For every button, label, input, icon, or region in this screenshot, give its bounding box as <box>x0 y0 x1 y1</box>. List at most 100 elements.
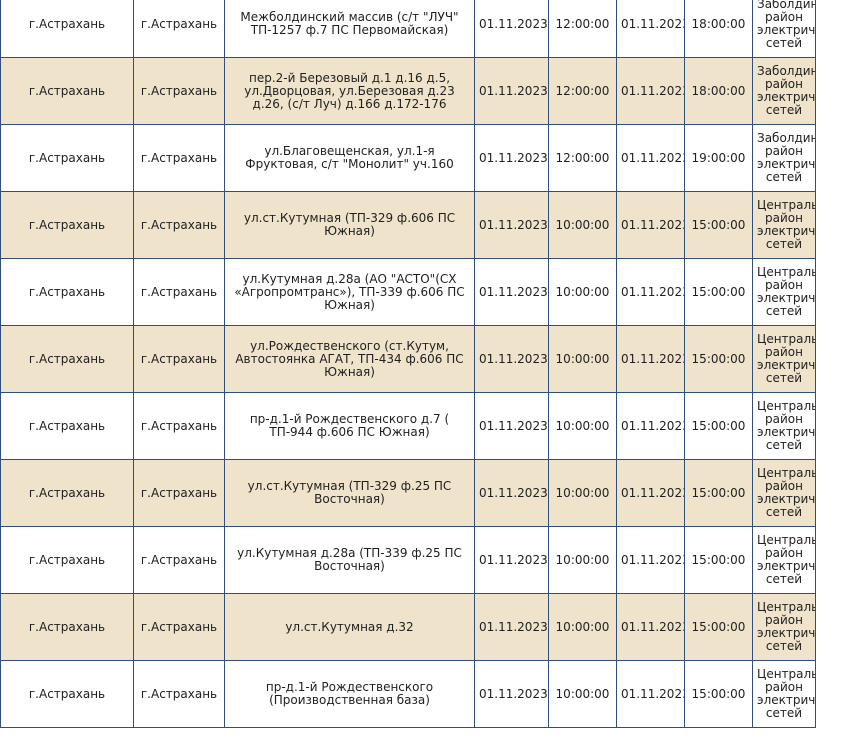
address-cell: ул.Кутумная д.28а (ТП-339 ф.25 ПС Восточ… <box>224 526 475 594</box>
start-time-cell: 10:00:00 <box>548 593 617 661</box>
end-date-cell: 01.11.2023 <box>616 526 685 594</box>
address-cell: пр-д.1-й Рождественского д.7 ( ТП-944 ф.… <box>224 392 475 460</box>
table-row: г.Астрахань г.Астрахань ул.Благовещенская,… <box>0 124 850 192</box>
start-time-cell: 10:00:00 <box>548 191 617 259</box>
end-date-cell: 01.11.2023 <box>616 459 685 527</box>
table-row: г.Астрахань г.Астрахань ул.Кутумная д.28а … <box>0 526 850 594</box>
locality-cell: г.Астрахань <box>133 459 225 527</box>
district-cell: Центральный район электрических сетей <box>752 325 816 393</box>
start-date-cell: 01.11.2023 <box>474 124 549 192</box>
locality-cell: г.Астрахань <box>133 124 225 192</box>
end-time-cell: 18:00:00 <box>684 0 753 58</box>
locality-cell: г.Астрахань <box>133 526 225 594</box>
table-row: г.Астрахань г.Астрахань ул.ст.Кутумная (ТП… <box>0 459 850 527</box>
locality-cell: г.Астрахань <box>133 325 225 393</box>
city-cell: г.Астрахань <box>0 660 134 728</box>
table-row: г.Астрахань г.Астрахань Межболдинский масс… <box>0 0 850 58</box>
start-time-cell: 10:00:00 <box>548 660 617 728</box>
end-time-cell: 15:00:00 <box>684 191 753 259</box>
locality-cell: г.Астрахань <box>133 191 225 259</box>
start-date-cell: 01.11.2023 <box>474 325 549 393</box>
start-date-cell: 01.11.2023 <box>474 593 549 661</box>
locality-cell: г.Астрахань <box>133 660 225 728</box>
end-date-cell: 01.11.2023 <box>616 325 685 393</box>
start-time-cell: 12:00:00 <box>548 124 617 192</box>
end-date-cell: 01.11.2023 <box>616 124 685 192</box>
end-date-cell: 01.11.2023 <box>616 593 685 661</box>
start-date-cell: 01.11.2023 <box>474 526 549 594</box>
start-time-cell: 12:00:00 <box>548 0 617 58</box>
city-cell: г.Астрахань <box>0 57 134 125</box>
address-cell: ул.ст.Кутумная (ТП-329 ф.25 ПС Восточная… <box>224 459 475 527</box>
address-cell: Межболдинский массив (с/т "ЛУЧ" ТП-1257 … <box>224 0 475 58</box>
start-date-cell: 01.11.2023 <box>474 459 549 527</box>
city-cell: г.Астрахань <box>0 593 134 661</box>
end-date-cell: 01.11.2023 <box>616 191 685 259</box>
district-cell: Центральный район электрических сетей <box>752 459 816 527</box>
end-time-cell: 15:00:00 <box>684 459 753 527</box>
district-cell: Заболдинский район электрических сетей <box>752 0 816 58</box>
start-time-cell: 12:00:00 <box>548 57 617 125</box>
district-cell: Заболдинский район электрических сетей <box>752 124 816 192</box>
address-cell: пр-д.1-й Рождественского (Производственн… <box>224 660 475 728</box>
district-cell: Заболдинский район электрических сетей <box>752 57 816 125</box>
start-date-cell: 01.11.2023 <box>474 57 549 125</box>
start-time-cell: 10:00:00 <box>548 459 617 527</box>
start-time-cell: 10:00:00 <box>548 325 617 393</box>
start-date-cell: 01.11.2023 <box>474 0 549 58</box>
district-cell: Центральный район электрических сетей <box>752 526 816 594</box>
table-row: г.Астрахань г.Астрахань ул.Рождественского… <box>0 325 850 393</box>
table-row: г.Астрахань г.Астрахань пр-д.1-й Рождестве… <box>0 660 850 728</box>
city-cell: г.Астрахань <box>0 325 134 393</box>
city-cell: г.Астрахань <box>0 124 134 192</box>
end-date-cell: 01.11.2023 <box>616 258 685 326</box>
start-time-cell: 10:00:00 <box>548 392 617 460</box>
start-time-cell: 10:00:00 <box>548 258 617 326</box>
address-cell: пер.2-й Березовый д.1 д.16 д.5, ул.Дворц… <box>224 57 475 125</box>
end-time-cell: 18:00:00 <box>684 57 753 125</box>
end-date-cell: 01.11.2023 <box>616 660 685 728</box>
end-date-cell: 01.11.2023 <box>616 0 685 58</box>
district-cell: Центральный район электрических сетей <box>752 258 816 326</box>
address-cell: ул.ст.Кутумная д.32 <box>224 593 475 661</box>
address-cell: ул.Рождественского (ст.Кутум, Автостоянк… <box>224 325 475 393</box>
city-cell: г.Астрахань <box>0 526 134 594</box>
district-cell: Центральный район электрических сетей <box>752 660 816 728</box>
start-time-cell: 10:00:00 <box>548 526 617 594</box>
district-cell: Центральный район электрических сетей <box>752 392 816 460</box>
locality-cell: г.Астрахань <box>133 392 225 460</box>
end-time-cell: 15:00:00 <box>684 593 753 661</box>
address-cell: ул.ст.Кутумная (ТП-329 ф.606 ПС Южная) <box>224 191 475 259</box>
city-cell: г.Астрахань <box>0 0 134 58</box>
start-date-cell: 01.11.2023 <box>474 191 549 259</box>
end-time-cell: 15:00:00 <box>684 258 753 326</box>
table-row: г.Астрахань г.Астрахань ул.Кутумная д.28а … <box>0 258 850 326</box>
end-time-cell: 15:00:00 <box>684 392 753 460</box>
locality-cell: г.Астрахань <box>133 0 225 58</box>
end-date-cell: 01.11.2023 <box>616 392 685 460</box>
table-row: г.Астрахань г.Астрахань пр-д.1-й Рождестве… <box>0 392 850 460</box>
start-date-cell: 01.11.2023 <box>474 258 549 326</box>
city-cell: г.Астрахань <box>0 459 134 527</box>
address-cell: ул.Благовещенская, ул.1-я Фруктовая, с/т… <box>224 124 475 192</box>
start-date-cell: 01.11.2023 <box>474 660 549 728</box>
end-date-cell: 01.11.2023 <box>616 57 685 125</box>
end-time-cell: 15:00:00 <box>684 325 753 393</box>
locality-cell: г.Астрахань <box>133 57 225 125</box>
city-cell: г.Астрахань <box>0 258 134 326</box>
district-cell: Центральный район электрических сетей <box>752 593 816 661</box>
district-cell: Центральный район электрических сетей <box>752 191 816 259</box>
table-row: г.Астрахань г.Астрахань ул.ст.Кутумная (ТП… <box>0 191 850 259</box>
table-row: г.Астрахань г.Астрахань ул.ст.Кутумная д.3… <box>0 593 850 661</box>
start-date-cell: 01.11.2023 <box>474 392 549 460</box>
end-time-cell: 15:00:00 <box>684 526 753 594</box>
end-time-cell: 15:00:00 <box>684 660 753 728</box>
locality-cell: г.Астрахань <box>133 258 225 326</box>
table-row: г.Астрахань г.Астрахань пер.2-й Березовый … <box>0 57 850 125</box>
city-cell: г.Астрахань <box>0 191 134 259</box>
end-time-cell: 19:00:00 <box>684 124 753 192</box>
locality-cell: г.Астрахань <box>133 593 225 661</box>
address-cell: ул.Кутумная д.28а (АО "АСТО"(СХ «Агропро… <box>224 258 475 326</box>
